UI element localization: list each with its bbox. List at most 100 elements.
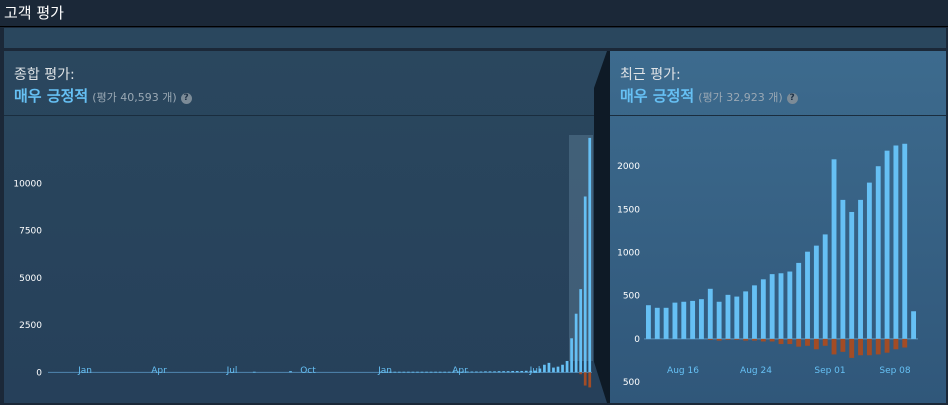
positive-bar [579, 289, 583, 373]
positive-bar [822, 234, 828, 339]
positive-bar [725, 294, 731, 339]
positive-bar [570, 338, 573, 373]
overall-rating[interactable]: 매우 긍정적 [14, 87, 89, 105]
negative-bar [805, 338, 810, 346]
positive-bar [447, 371, 451, 373]
negative-bar [743, 338, 749, 341]
positive-bar [488, 371, 492, 373]
positive-bar [654, 307, 660, 339]
x-tick-label: Apr [151, 366, 167, 376]
y-tick-label: 0 [36, 368, 42, 378]
positive-bar [252, 371, 256, 373]
positive-bar [502, 371, 505, 373]
positive-bar [556, 366, 560, 373]
x-tick-label: Jul [226, 366, 238, 376]
positive-bar [690, 300, 696, 339]
negative-bar [725, 338, 731, 340]
y-tick-label: 500 [623, 292, 640, 302]
negative-bar [769, 338, 775, 342]
y-tick-label: 7500 [19, 227, 42, 237]
x-tick-label: Aug 24 [740, 366, 772, 376]
positive-bar [479, 371, 483, 373]
positive-bar [645, 305, 651, 339]
help-icon[interactable]: ? [180, 93, 192, 104]
overall-review-count: (평가 40,593 개) [92, 91, 177, 104]
positive-bar [425, 371, 428, 373]
recent-reviews-panel: 최근 평가: 매우 긍정적 (평가 32,923 개)? 0 500 1000 1500… [610, 51, 946, 403]
x-tick-label: Jul [529, 366, 541, 376]
positive-bar [443, 371, 447, 373]
positive-bar [796, 262, 802, 339]
overall-label: 종합 평가: [14, 67, 75, 83]
positive-bar [493, 371, 496, 373]
negative-bar [583, 372, 587, 386]
zoom-connector-shape [594, 51, 610, 403]
positive-bar [840, 199, 846, 339]
negative-bar [787, 338, 793, 345]
positive-bar [388, 371, 392, 373]
negative-bar [778, 338, 784, 345]
section-title: 고객 평가 [4, 4, 64, 22]
positive-bar [461, 371, 465, 373]
positive-bar [707, 288, 713, 339]
negative-bar [849, 338, 855, 358]
y-tick-label: 5000 [19, 274, 42, 284]
overall-chart[interactable]: 0 2500 5000 7500 10000 Jan Apr Jul Oct Jan Apr Jul [4, 116, 607, 403]
recent-rating-line: 매우 긍정적 (평가 32,923 개)? [620, 85, 798, 106]
negative-bar [588, 372, 592, 388]
positive-bar [552, 367, 555, 373]
positive-bar [289, 371, 292, 373]
positive-bar [438, 371, 442, 373]
positive-bar [769, 274, 775, 339]
y-tick-label: 2000 [617, 162, 640, 172]
negative-bar [734, 338, 740, 340]
positive-bar [752, 285, 757, 339]
positive-bar [475, 371, 478, 373]
positive-bar [543, 364, 546, 373]
positive-bar [384, 371, 388, 373]
positive-bar [911, 311, 917, 339]
negative-bar [893, 338, 899, 350]
recent-summary: 최근 평가: 매우 긍정적 (평가 32,923 개)? [610, 51, 946, 116]
y-tick-label: 0 [634, 335, 640, 345]
positive-bar [520, 370, 524, 373]
positive-bar [778, 273, 784, 339]
negative-bar [884, 338, 890, 353]
negative-bar [813, 338, 819, 350]
recent-rating[interactable]: 매우 긍정적 [620, 87, 695, 105]
positive-bar [434, 371, 437, 373]
positive-bar [902, 143, 908, 339]
positive-bar [456, 371, 460, 373]
positive-bar [533, 370, 537, 373]
recent-review-count: (평가 32,923 개) [698, 91, 783, 104]
positive-bar [529, 370, 533, 373]
negative-bar [822, 338, 828, 346]
negative-bar [831, 338, 837, 355]
y-tick-label: 500 [623, 378, 640, 388]
positive-bar [884, 150, 890, 339]
recent-chart[interactable]: 0 500 1000 1500 2000 500 Aug 16 Aug 24 Sep 01 Sep… [610, 116, 946, 403]
positive-bar [663, 307, 669, 339]
positive-bar [470, 371, 474, 373]
negative-bar [707, 338, 713, 340]
positive-bar [561, 364, 564, 373]
positive-bar [465, 371, 469, 373]
y-tick-label: 10000 [13, 179, 42, 189]
y-tick-label: 1500 [617, 205, 640, 215]
help-icon[interactable]: ? [786, 93, 798, 104]
x-tick-label: Jan [377, 366, 392, 376]
positive-bar [805, 251, 810, 339]
overall-summary: 종합 평가: 매우 긍정적 (평가 40,593 개)? [4, 51, 607, 116]
positive-bar [397, 371, 401, 373]
positive-bar [402, 371, 406, 373]
positive-bar [849, 211, 855, 339]
positive-bar [511, 370, 515, 373]
positive-bar [574, 313, 578, 373]
positive-bar [893, 145, 899, 339]
positive-bar [813, 245, 819, 339]
positive-bar [547, 362, 551, 373]
positive-bar [875, 166, 881, 339]
positive-bar [429, 371, 433, 373]
header-strip [4, 28, 946, 48]
positive-bar [524, 370, 528, 373]
